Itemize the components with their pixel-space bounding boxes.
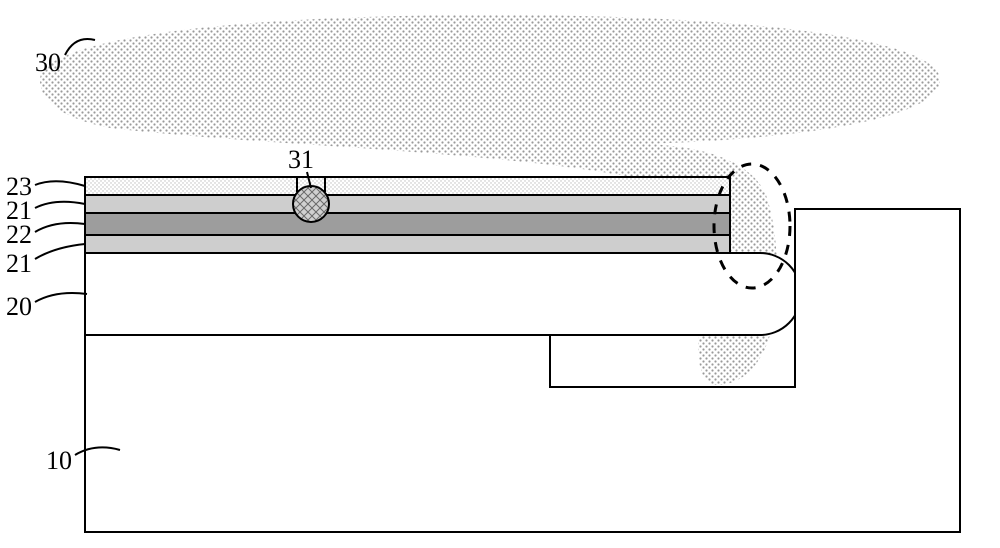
diagram-svg [0,0,1000,548]
label-30: 30 [35,48,61,78]
label-31: 31 [288,145,314,175]
leader-21b [35,244,85,259]
layer-23 [85,177,730,195]
label-10: 10 [46,446,72,476]
leader-23 [35,181,85,186]
slab-20 [85,253,801,335]
label-21-lower: 21 [6,249,32,279]
defect-31 [293,186,329,222]
layer-21-upper [85,195,730,213]
leader-21a [35,202,85,208]
leader-22 [35,223,85,232]
diagram-canvas: 30 31 23 21 22 21 20 10 [0,0,1000,548]
label-22: 22 [6,220,32,250]
layer-22 [85,213,730,235]
label-20: 20 [6,292,32,322]
leader-20 [35,293,87,302]
layer-21-lower [85,235,730,253]
